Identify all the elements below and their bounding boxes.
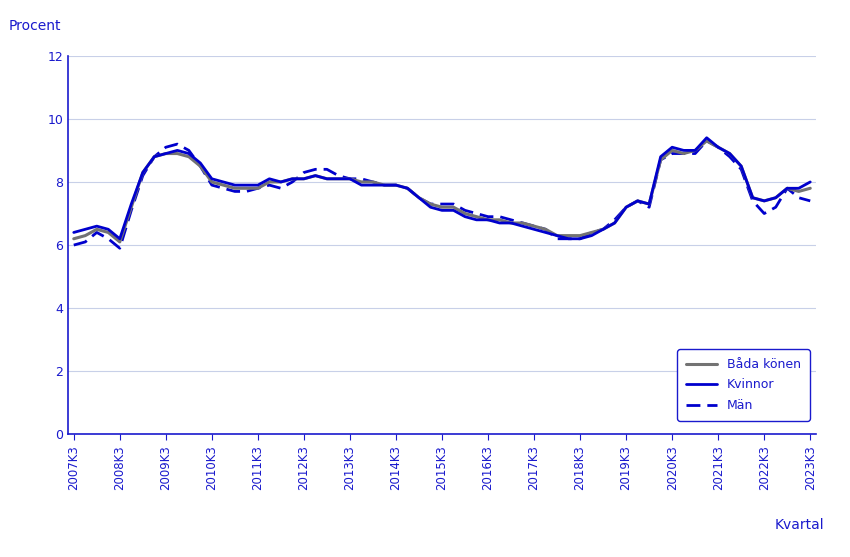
Kvinnor <box>252 182 263 188</box>
Båda könen <box>69 236 79 242</box>
Båda könen <box>391 182 401 188</box>
Kvinnor <box>391 182 401 188</box>
Båda könen <box>299 175 309 182</box>
Båda könen <box>460 210 470 217</box>
Män <box>391 182 401 188</box>
Kvinnor <box>460 213 470 220</box>
Legend: Båda könen, Kvinnor, Män: Båda könen, Kvinnor, Män <box>677 349 810 421</box>
Båda könen <box>115 238 125 245</box>
Män <box>805 198 815 204</box>
Kvinnor <box>782 185 792 192</box>
Män <box>724 153 734 160</box>
Kvinnor <box>115 236 125 242</box>
Män <box>69 242 79 248</box>
Kvinnor <box>805 179 815 185</box>
Båda könen <box>701 138 711 144</box>
Män <box>701 138 711 144</box>
Män <box>782 185 792 192</box>
Män <box>115 245 125 252</box>
Män <box>252 185 263 192</box>
Båda könen <box>782 185 792 192</box>
Line: Män: Män <box>74 141 810 248</box>
Båda könen <box>805 185 815 192</box>
Kvinnor <box>701 134 711 141</box>
Line: Båda könen: Båda könen <box>74 141 810 242</box>
Kvinnor <box>724 150 734 157</box>
Text: Kvartal: Kvartal <box>775 518 824 532</box>
Båda könen <box>724 150 734 157</box>
Båda könen <box>252 185 263 192</box>
Kvinnor <box>69 229 79 236</box>
Line: Kvinnor: Kvinnor <box>74 138 810 239</box>
Kvinnor <box>299 175 309 182</box>
Text: Procent: Procent <box>8 19 60 33</box>
Män <box>299 169 309 176</box>
Män <box>460 207 470 214</box>
